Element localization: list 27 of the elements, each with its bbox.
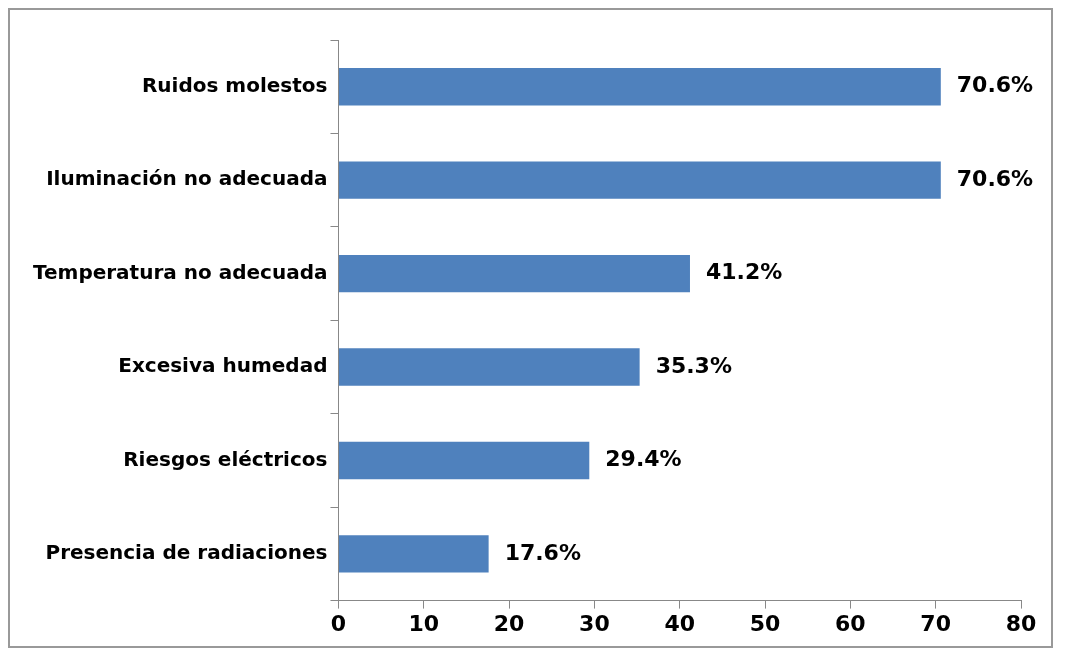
data-label: 17.6%	[504, 539, 581, 565]
x-tick-label: 10	[408, 610, 440, 636]
data-label: 29.4%	[605, 446, 682, 472]
bar	[338, 441, 590, 480]
y-tick-label: Ruidos molestos	[141, 72, 328, 97]
x-tick-label: 50	[749, 610, 781, 636]
bar	[338, 161, 941, 199]
bar	[338, 68, 941, 106]
data-label: 41.2%	[705, 259, 783, 285]
x-tick-label: 80	[1005, 610, 1037, 636]
data-label: 70.6%	[956, 165, 1034, 191]
x-tick-label: 0	[330, 610, 347, 636]
y-tick-label: Excesiva humedad	[118, 353, 328, 378]
x-tick-label: 20	[493, 610, 525, 636]
data-label: 35.3%	[655, 352, 732, 378]
y-tick-label: Presencia de radiaciones	[45, 540, 328, 565]
y-tick-label: Riesgos eléctricos	[123, 446, 328, 471]
y-tick-label: Temperatura no adecuada	[32, 259, 328, 284]
x-tick-label: 70	[920, 610, 951, 636]
x-tick-label: 60	[835, 610, 866, 636]
x-tick-label: 30	[579, 610, 610, 636]
data-label: 70.6%	[956, 72, 1034, 98]
bar	[338, 348, 640, 386]
y-tick-label: Iluminación no adecuada	[46, 166, 328, 191]
bar	[338, 254, 690, 293]
x-tick-label: 40	[664, 610, 696, 636]
bar	[338, 535, 489, 573]
